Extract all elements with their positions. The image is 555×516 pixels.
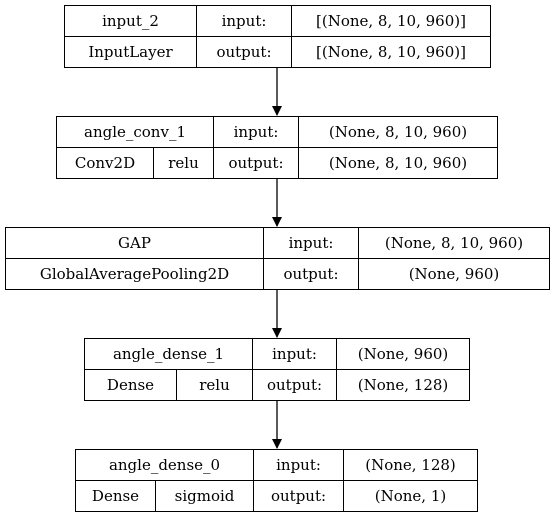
output-label: output:: [196, 36, 292, 68]
layer-name: angle_dense_0: [74, 449, 255, 481]
layer-activation: relu: [153, 147, 214, 179]
output-shape: (None, 128): [336, 369, 470, 401]
output-shape: (None, 8, 10, 960): [298, 147, 498, 179]
input-shape: (None, 8, 10, 960): [358, 227, 550, 259]
layer-name: input_2: [64, 5, 197, 37]
layer-name: angle_conv_1: [56, 116, 214, 148]
input-label: input:: [253, 449, 345, 481]
output-label: output:: [263, 258, 359, 290]
output-label: output:: [252, 369, 338, 401]
layer-type: InputLayer: [64, 36, 197, 68]
input-label: input:: [196, 5, 292, 37]
layer-activation: sigmoid: [154, 480, 255, 512]
input-shape: (None, 8, 10, 960): [298, 116, 498, 148]
output-shape: (None, 960): [358, 258, 550, 290]
input-shape: (None, 128): [343, 449, 478, 481]
layer-name: angle_dense_1: [83, 338, 254, 370]
layer-node-angle-dense-1: angle_dense_1 input: (None, 960) Dense r…: [83, 338, 470, 401]
output-label: output:: [253, 480, 345, 512]
output-label: output:: [213, 147, 299, 179]
layer-name: GAP: [5, 227, 264, 259]
output-shape: (None, 1): [343, 480, 478, 512]
input-label: input:: [263, 227, 359, 259]
output-shape: [(None, 8, 10, 960)]: [291, 36, 491, 68]
input-shape: (None, 960): [336, 338, 470, 370]
layer-type: Dense: [84, 369, 177, 401]
layer-node-gap: GAP input: (None, 8, 10, 960) GlobalAver…: [5, 227, 550, 290]
layer-type: GlobalAveragePooling2D: [5, 258, 264, 290]
layer-type: Conv2D: [56, 147, 154, 179]
input-shape: [(None, 8, 10, 960)]: [291, 5, 491, 37]
layer-node-angle-dense-0: angle_dense_0 input: (None, 128) Dense s…: [74, 449, 478, 512]
layer-node-angle-conv-1: angle_conv_1 input: (None, 8, 10, 960) C…: [56, 116, 498, 179]
input-label: input:: [213, 116, 299, 148]
layer-activation: relu: [175, 369, 254, 401]
layer-type: Dense: [75, 480, 156, 512]
input-label: input:: [252, 338, 338, 370]
layer-node-input-2: input_2 input: [(None, 8, 10, 960)] Inpu…: [64, 5, 491, 68]
